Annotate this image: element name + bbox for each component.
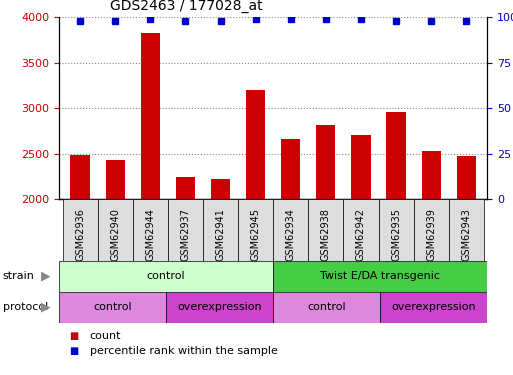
Text: GSM62945: GSM62945 bbox=[251, 209, 261, 261]
Bar bbox=[106, 160, 125, 199]
Text: control: control bbox=[93, 302, 132, 312]
Bar bbox=[176, 177, 195, 199]
Bar bbox=[273, 292, 380, 322]
Text: ■: ■ bbox=[69, 331, 78, 340]
Text: protocol: protocol bbox=[3, 302, 48, 312]
Text: GSM62942: GSM62942 bbox=[356, 209, 366, 261]
Bar bbox=[63, 199, 97, 261]
Text: Twist E/DA transgenic: Twist E/DA transgenic bbox=[320, 272, 440, 281]
Bar bbox=[133, 199, 168, 261]
Bar bbox=[273, 261, 487, 292]
Text: GSM62938: GSM62938 bbox=[321, 209, 331, 261]
Text: overexpression: overexpression bbox=[177, 302, 262, 312]
Bar bbox=[422, 151, 441, 199]
Bar bbox=[166, 292, 273, 322]
Bar bbox=[238, 199, 273, 261]
Text: ▶: ▶ bbox=[42, 270, 51, 283]
Bar bbox=[449, 199, 484, 261]
Text: GSM62936: GSM62936 bbox=[75, 209, 85, 261]
Text: GSM62939: GSM62939 bbox=[426, 209, 436, 261]
Bar bbox=[203, 199, 238, 261]
Text: ▶: ▶ bbox=[42, 301, 51, 313]
Bar bbox=[386, 112, 406, 199]
Bar bbox=[380, 292, 487, 322]
Bar bbox=[273, 199, 308, 261]
Text: GSM62943: GSM62943 bbox=[461, 209, 471, 261]
Text: ■: ■ bbox=[69, 346, 78, 355]
Text: GSM62940: GSM62940 bbox=[110, 209, 120, 261]
Bar bbox=[246, 90, 265, 199]
Bar bbox=[281, 139, 301, 199]
Bar bbox=[413, 199, 449, 261]
Text: GSM62944: GSM62944 bbox=[145, 209, 155, 261]
Bar bbox=[308, 199, 343, 261]
Text: percentile rank within the sample: percentile rank within the sample bbox=[90, 346, 278, 355]
Bar bbox=[59, 261, 273, 292]
Text: control: control bbox=[307, 302, 346, 312]
Text: GSM62941: GSM62941 bbox=[215, 209, 226, 261]
Bar bbox=[70, 154, 90, 199]
Text: overexpression: overexpression bbox=[391, 302, 476, 312]
Text: control: control bbox=[147, 272, 185, 281]
Bar bbox=[141, 33, 160, 199]
Text: GDS2463 / 177028_at: GDS2463 / 177028_at bbox=[110, 0, 263, 13]
Bar bbox=[211, 179, 230, 199]
Text: GSM62937: GSM62937 bbox=[181, 209, 190, 261]
Bar bbox=[59, 292, 166, 322]
Text: GSM62934: GSM62934 bbox=[286, 209, 295, 261]
Bar bbox=[457, 156, 476, 199]
Bar bbox=[343, 199, 379, 261]
Bar bbox=[379, 199, 413, 261]
Bar bbox=[316, 124, 336, 199]
Bar bbox=[351, 135, 370, 199]
Bar bbox=[168, 199, 203, 261]
Text: strain: strain bbox=[3, 272, 34, 281]
Text: count: count bbox=[90, 331, 121, 340]
Text: GSM62935: GSM62935 bbox=[391, 209, 401, 261]
Bar bbox=[97, 199, 133, 261]
